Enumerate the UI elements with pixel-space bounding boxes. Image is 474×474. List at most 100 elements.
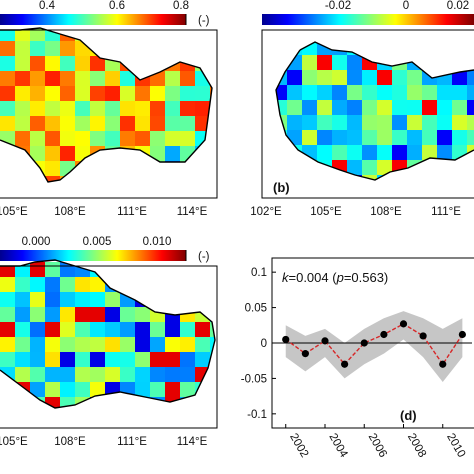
colorbar-c-tick: 0.005 [83,236,112,248]
heatmap-cell [180,161,196,177]
uncertainty-band [285,311,463,382]
heatmap-cell [120,86,136,102]
heatmap-cell [407,145,423,161]
heatmap-cell [60,146,76,162]
heatmap-cell [452,115,468,131]
colorbar-c-tick: 0.000 [22,236,51,248]
heatmap-cell [392,175,408,180]
heatmap-cell [45,41,61,57]
heatmap-cell [0,397,16,408]
heatmap-cell [210,41,212,57]
heatmap-cell [60,307,76,323]
heatmap-cell [195,397,211,408]
heatmap-cell [75,277,91,293]
heatmap-cell [30,28,46,42]
heatmap-cell [392,100,408,116]
heatmap-cell [276,85,288,101]
heatmap-cell [276,100,288,116]
heatmap-cell [302,100,318,116]
heatmap-cell [362,160,378,176]
panel-d: 0.1 0.05 0 -0.05 -0.1 2002 2004 2006 2008 2010 k… [241,257,474,460]
heatmap-cell [276,160,288,176]
heatmap-cell [60,292,76,308]
heatmap-cell [0,71,16,87]
heatmap-cell [362,115,378,131]
heatmap-cell [180,71,196,87]
heatmap-cell [347,145,363,161]
heatmap-cell [15,176,31,182]
heatmap-cell [195,28,211,42]
heatmap-cell [362,130,378,146]
heatmap-cell [135,352,151,368]
heatmap-cell [332,175,348,180]
heatmap-cell [105,337,121,353]
heatmap-cell [45,367,61,383]
xtick-b: 111°E [431,206,461,218]
heatmap-cell [467,85,474,101]
heatmap-cell [210,131,212,147]
heatmap-cell [362,100,378,116]
heatmap-cell [15,86,31,102]
heatmap-cell [135,28,151,42]
heatmap-cell [332,100,348,116]
heatmap-cell [165,277,181,293]
heatmap-cell [150,382,166,398]
data-point [380,330,388,339]
heatmap-cell [452,100,468,116]
heatmap-cell [452,130,468,146]
heatmap-cell [180,86,196,102]
heatmap-cell [317,70,333,86]
heatmap-cell [150,41,166,57]
heatmap-cell [60,352,76,368]
heatmap-cell [317,55,333,71]
heatmap-cell [377,145,393,161]
heatmap-cell [302,130,318,146]
heatmap-cell [135,131,151,147]
heatmap-cell [347,115,363,131]
heatmap-cell [60,397,76,408]
colorbar-b-tick: -0.02 [325,0,351,12]
panel-label-d: (d) [400,408,417,423]
heatmap-cell [467,70,474,86]
heatmap-cell [75,161,91,177]
heatmap-cell [287,145,303,161]
heatmap-cell [150,131,166,147]
heatmap-cell [180,41,196,57]
heatmap-cell [150,56,166,72]
heatmap-cell [15,277,31,293]
heatmap-cell [422,130,438,146]
heatmap-cell [75,322,91,338]
heatmap-cell [60,28,76,42]
heatmap-cell [377,42,393,56]
colorbar-b-tick: 0 [403,0,409,12]
heatmap-cell [90,277,106,293]
heatmap-cell [210,101,212,117]
heatmap-cell [75,307,91,323]
heatmap-cell [165,41,181,57]
heatmap-cell [105,41,121,57]
heatmap-cell [105,352,121,368]
heatmap-cell [377,130,393,146]
heatmap-cell [392,160,408,176]
heatmap-cell [30,101,46,117]
heatmap-cell [452,70,468,86]
heatmap-cell [105,367,121,383]
heatmap-cell [135,41,151,57]
heatmap-cell [287,85,303,101]
heatmap-cell [180,367,196,383]
heatmap-cell [120,161,136,177]
heatmap-cell [180,101,196,117]
heatmap-cell [45,262,61,278]
xtick-a: 111°E [117,206,147,218]
heatmap-cell [135,161,151,177]
heatmap-cell [30,116,46,132]
data-point [399,320,408,328]
heatmap-cell [105,161,121,177]
heatmap-cell [75,176,91,182]
heatmap-cell [347,175,363,180]
heatmap-cell [150,101,166,117]
heatmap-cell [332,70,348,86]
heatmap-cell [90,307,106,323]
heatmap-cell [437,130,453,146]
heatmap-cell [422,115,438,131]
